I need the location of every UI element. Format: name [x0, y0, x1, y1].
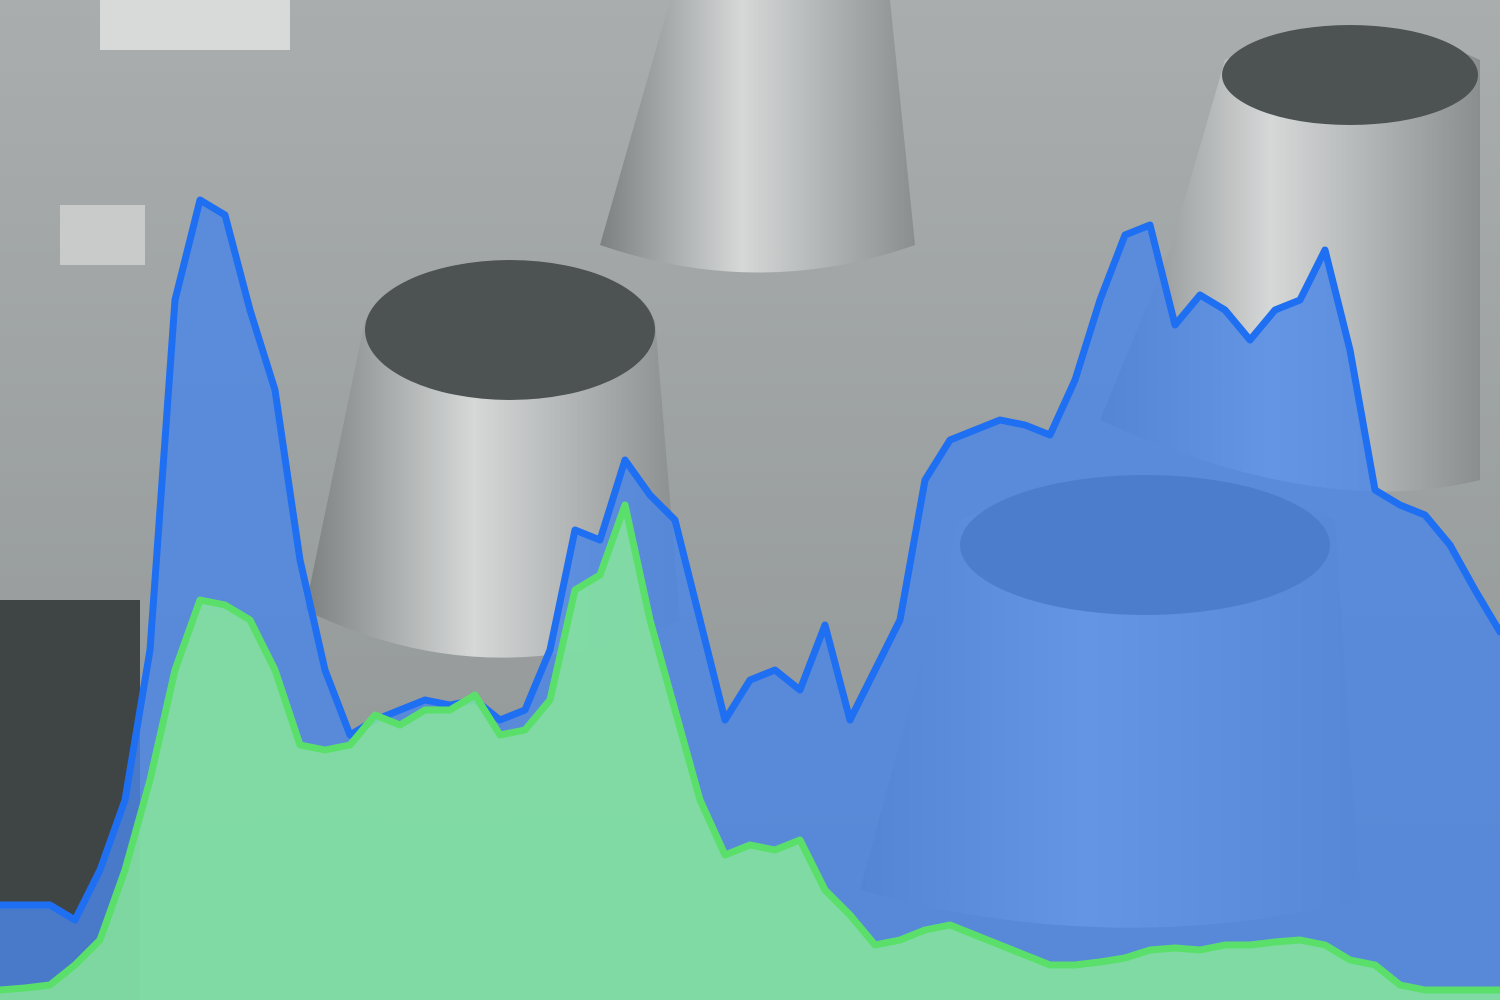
tower-opening [365, 260, 655, 400]
area-line [0, 196, 1500, 924]
area-fill [0, 505, 1500, 1000]
area-line [0, 501, 1500, 994]
building [60, 205, 145, 265]
plot-area [0, 196, 1500, 1000]
tower-opening [1222, 25, 1478, 125]
cooling-tower [600, 0, 915, 273]
building [100, 0, 290, 50]
